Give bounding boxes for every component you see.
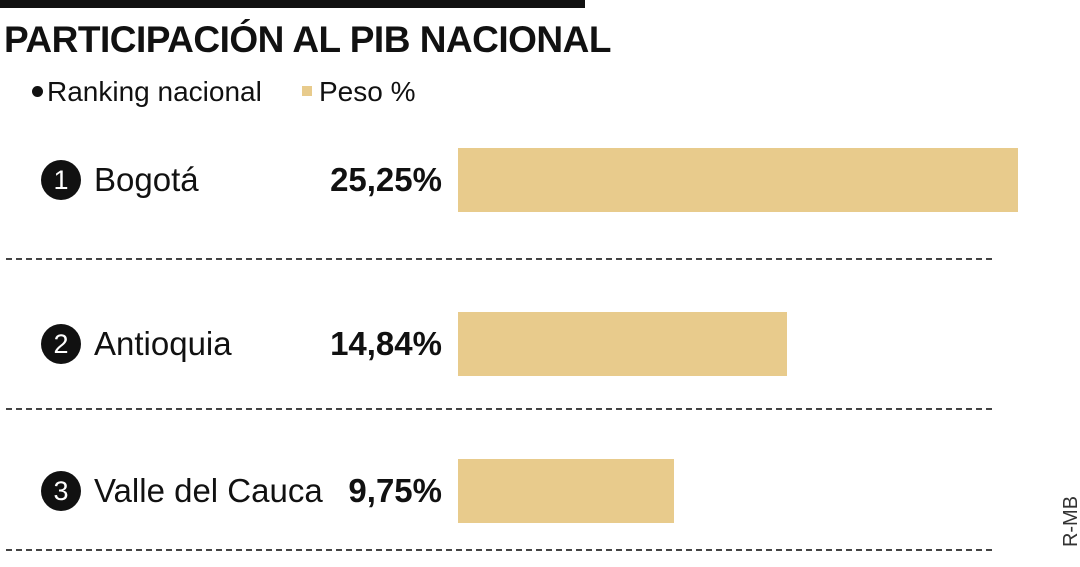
rank-badge: 3 [41, 471, 81, 511]
row-divider [6, 258, 992, 260]
value-label: 14,84% [330, 325, 442, 362]
legend-item-peso: Peso % [302, 74, 416, 110]
rank-badge: 2 [41, 324, 81, 364]
rank-badge: 1 [41, 160, 81, 200]
legend-peso-label: Peso % [319, 76, 416, 107]
bar [458, 148, 1018, 212]
bar-row-3: 3 Valle del Cauca 9,75% [0, 449, 1030, 529]
chart-title: PARTICIPACIÓN AL PIB NACIONAL [4, 19, 611, 60]
bar [458, 459, 675, 523]
category-label: Valle del Cauca [94, 472, 323, 509]
row-divider [6, 549, 992, 551]
legend-ranking-label: Ranking nacional [47, 76, 262, 107]
source-credit: R-MB [1060, 495, 1080, 548]
square-swatch-icon [302, 86, 312, 96]
legend-item-ranking: Ranking nacional [32, 74, 262, 110]
category-label: Antioquia [94, 325, 232, 362]
bar [458, 312, 788, 376]
row-divider [6, 408, 992, 410]
bar-row-1: 1 Bogotá 25,25% [0, 138, 1030, 218]
value-label: 25,25% [330, 161, 442, 198]
bar-row-2: 2 Antioquia 14,84% [0, 302, 1030, 382]
dot-icon [32, 86, 43, 97]
value-label: 9,75% [348, 472, 442, 509]
top-rule [0, 0, 585, 8]
category-label: Bogotá [94, 161, 199, 198]
